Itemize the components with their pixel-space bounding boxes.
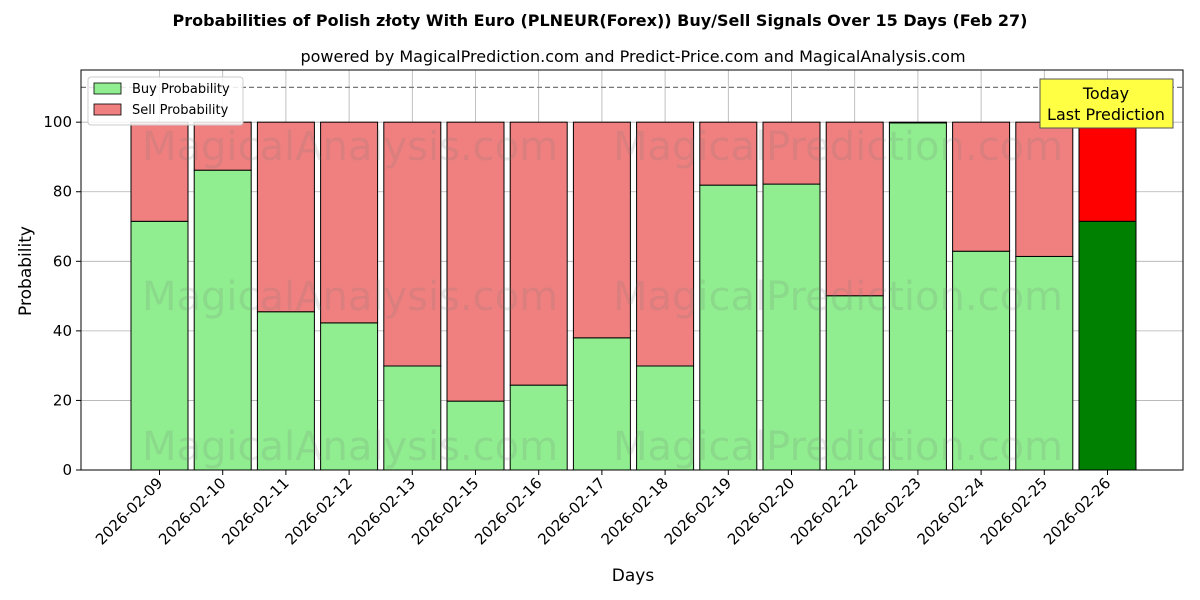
y-tick-label: 20	[53, 391, 72, 409]
sell-bar	[762, 121, 821, 185]
chart-title: Probabilities of Polish złoty With Euro …	[173, 11, 1028, 30]
buy-bar	[256, 311, 315, 471]
buy-bar	[1078, 220, 1137, 471]
x-tick-label: 2026-02-20	[724, 474, 798, 548]
buy-bar	[193, 169, 252, 471]
buy-bar	[572, 337, 631, 471]
x-axis: 2026-02-092026-02-102026-02-112026-02-12…	[92, 470, 1114, 548]
sell-bar	[636, 121, 695, 367]
x-tick-label: 2026-02-12	[282, 474, 356, 548]
sell-bar	[320, 121, 379, 324]
buy-bar	[446, 400, 505, 471]
buy-bar	[636, 365, 695, 471]
y-tick-label: 80	[53, 183, 72, 201]
x-tick-label: 2026-02-19	[661, 474, 735, 548]
buy-bar	[762, 183, 821, 471]
buy-bar	[825, 295, 884, 471]
buy-bar	[383, 365, 442, 471]
sell-bar	[383, 121, 442, 367]
sell-bar	[699, 121, 758, 186]
x-tick-label: 2026-02-11	[218, 474, 292, 548]
bars	[130, 121, 1137, 471]
buy-bar	[699, 184, 758, 471]
x-tick-label: 2026-02-16	[471, 474, 545, 548]
sell-bar	[952, 121, 1011, 252]
y-axis-label: Probability	[16, 226, 36, 316]
sell-bar	[1015, 121, 1074, 257]
watermark-text: MagicalAnalysis.com	[142, 124, 558, 170]
today-annotation-line1: Today	[1082, 84, 1129, 103]
watermark-text: MagicalAnalysis.com	[142, 274, 558, 320]
sell-bar	[1078, 121, 1137, 222]
buy-bar	[952, 250, 1011, 471]
buy-bar	[509, 384, 568, 471]
buy-bar	[1015, 255, 1074, 471]
watermark-text: MagicalPrediction.com	[613, 424, 1063, 470]
legend-swatch-sell	[93, 103, 122, 116]
today-annotation-box	[1039, 78, 1174, 129]
legend-label-buy: Buy Probability	[132, 82, 230, 97]
x-tick-label: 2026-02-18	[598, 474, 672, 548]
today-annotation-line2: Last Prediction	[1047, 105, 1165, 124]
x-tick-label: 2026-02-22	[787, 474, 861, 548]
today-annotation: Today Last Prediction	[1039, 78, 1174, 129]
x-tick-label: 2026-02-13	[345, 474, 419, 548]
y-axis: 0 20 40 60 80 100	[43, 113, 81, 479]
x-tick-label: 2026-02-09	[92, 474, 166, 548]
y-tick-label: 60	[53, 252, 72, 270]
x-tick-label: 2026-02-10	[155, 474, 229, 548]
sell-bar	[572, 121, 631, 339]
sell-bar	[446, 121, 505, 402]
x-axis-label: Days	[612, 566, 655, 586]
watermark-text: MagicalPrediction.com	[613, 124, 1063, 170]
x-tick-label: 2026-02-23	[850, 474, 924, 548]
chart-subtitle: powered by MagicalPrediction.com and Pre…	[300, 47, 965, 66]
watermarks: MagicalAnalysis.com MagicalPrediction.com…	[142, 124, 1063, 470]
sell-bar	[509, 121, 568, 386]
legend-swatch-buy	[93, 82, 122, 95]
x-tick-label: 2026-02-24	[914, 474, 988, 548]
legend-box	[87, 76, 244, 126]
sell-bar	[888, 121, 947, 124]
watermark-text: MagicalAnalysis.com	[142, 424, 558, 470]
y-tick-label: 40	[53, 322, 72, 340]
sell-bar	[256, 121, 315, 313]
sell-bar	[825, 121, 884, 297]
x-tick-label: 2026-02-15	[408, 474, 482, 548]
sell-bar	[130, 121, 189, 222]
buy-bar	[320, 322, 379, 471]
x-tick-label: 2026-02-17	[534, 474, 608, 548]
watermark-text: MagicalPrediction.com	[613, 274, 1063, 320]
y-tick-label: 0	[62, 461, 72, 479]
buy-bar	[888, 122, 947, 471]
x-tick-label: 2026-02-25	[977, 474, 1051, 548]
y-tick-label: 100	[43, 113, 72, 131]
plot-frame	[80, 69, 1184, 471]
legend-label-sell: Sell Probability	[132, 103, 229, 118]
legend: Buy Probability Sell Probability	[87, 76, 244, 126]
x-tick-label: 2026-02-26	[1040, 474, 1114, 548]
